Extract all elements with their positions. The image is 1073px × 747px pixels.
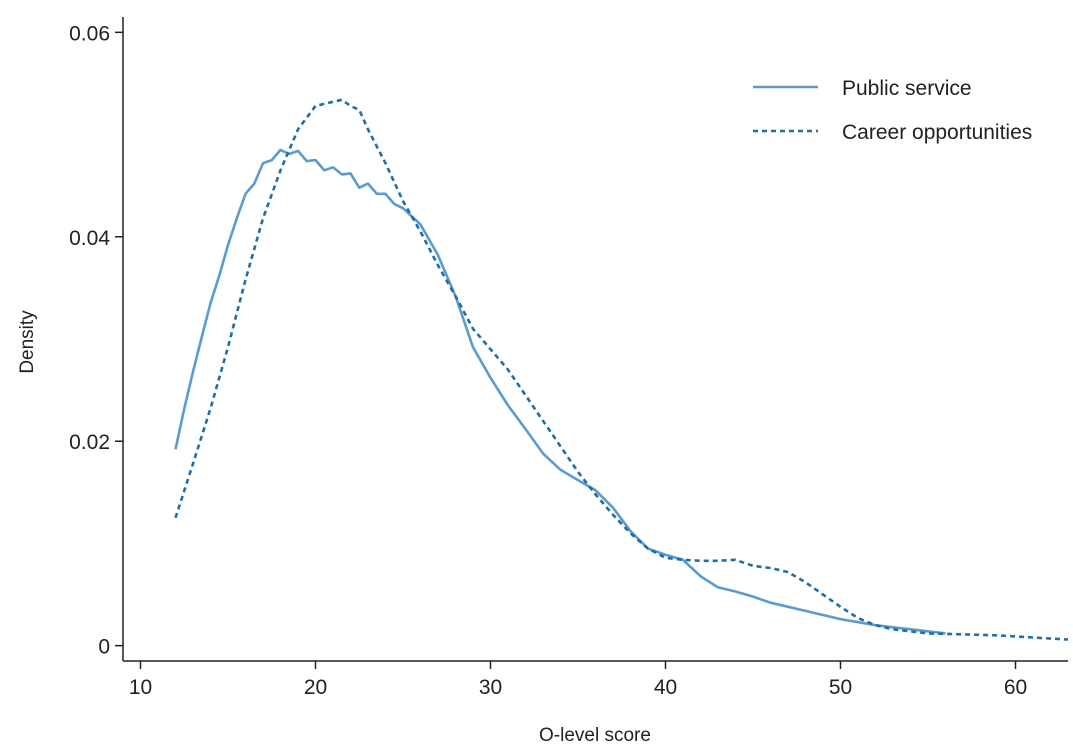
- x-tick-label: 40: [654, 676, 677, 699]
- y-tick-label: 0.02: [69, 431, 110, 454]
- x-tick-label: 20: [304, 676, 327, 699]
- legend-label-public-service: Public service: [842, 77, 972, 100]
- y-axis-title: Density: [17, 310, 38, 374]
- axes-layer: 10 20 30 40 50 60 0 0.02 0.04 0.06: [69, 17, 1068, 699]
- y-tick-label: 0.06: [69, 22, 110, 45]
- legend: Public service Career opportunities: [753, 77, 1032, 144]
- x-tick-label: 50: [829, 676, 852, 699]
- y-tick-label: 0: [98, 636, 110, 659]
- legend-label-career-opportunities: Career opportunities: [842, 121, 1032, 144]
- series-line-public-service: [174, 148, 946, 635]
- y-tick-label: 0.04: [69, 227, 110, 250]
- x-tick-label: 60: [1004, 676, 1027, 699]
- series-line-career-opportunities: [174, 98, 1069, 641]
- x-tick-label: 10: [129, 676, 152, 699]
- series-layer: [174, 98, 1069, 641]
- x-tick-label: 30: [479, 676, 502, 699]
- x-axis-title: O-level score: [539, 725, 651, 746]
